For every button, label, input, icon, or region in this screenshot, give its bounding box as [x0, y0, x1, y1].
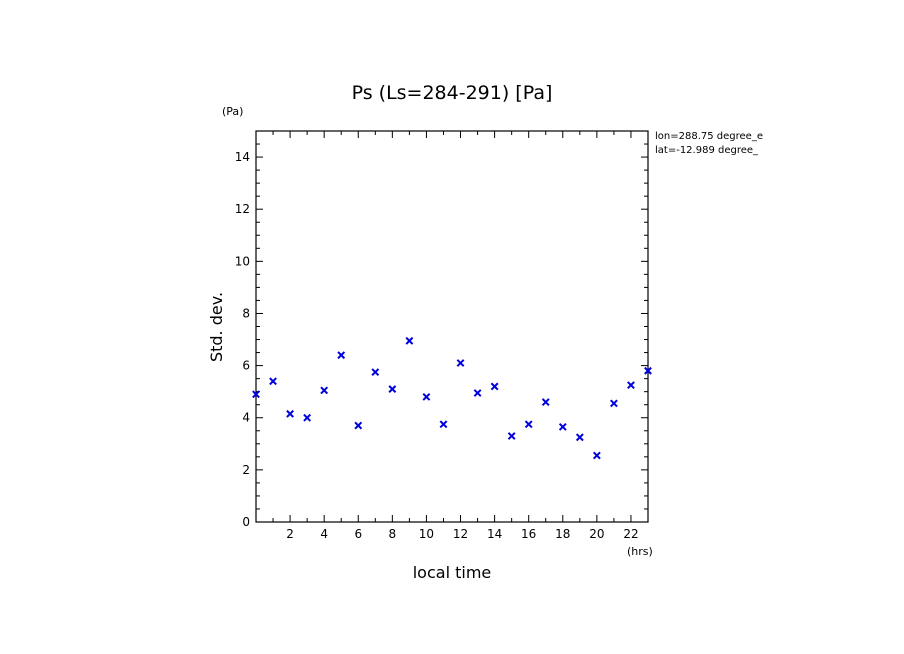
y-tick-label: 8 — [242, 306, 250, 320]
x-tick-label: 16 — [521, 527, 536, 541]
data-point-stroke — [286, 409, 294, 418]
data-points — [252, 336, 652, 460]
y-tick-label: 6 — [242, 359, 250, 373]
data-point — [337, 351, 346, 360]
data-point-stroke — [354, 421, 363, 430]
y-tick-label: 14 — [235, 150, 250, 164]
data-point-stroke — [405, 336, 414, 345]
data-point-stroke — [320, 386, 329, 395]
data-point — [610, 399, 618, 408]
x-unit-label: (hrs) — [627, 545, 653, 558]
tick-labels: 2 4 6 8 10 12 14 16 18 20 22 0 2 4 6 8 10 12 14 — [235, 150, 639, 541]
data-point-stroke — [644, 366, 652, 375]
data-point-stroke — [303, 413, 312, 422]
data-point-stroke — [575, 433, 584, 442]
data-point — [286, 409, 294, 418]
data-point-stroke — [422, 392, 431, 401]
axis-ticks — [256, 131, 648, 522]
data-point — [644, 366, 652, 375]
data-point-stroke — [252, 390, 260, 399]
data-point — [405, 336, 414, 345]
data-point — [371, 368, 380, 377]
data-point-stroke — [558, 422, 567, 431]
data-point — [422, 392, 431, 401]
data-point — [592, 451, 601, 460]
data-point — [473, 389, 482, 397]
x-tick-label: 12 — [453, 527, 468, 541]
y-tick-label: 10 — [235, 254, 250, 268]
chart-title: Ps (Ls=284-291) [Pa] — [352, 82, 553, 104]
data-point-stroke — [541, 398, 550, 407]
data-point — [541, 398, 550, 407]
data-point-stroke — [524, 420, 533, 429]
data-point-stroke — [490, 382, 499, 391]
data-point — [439, 420, 448, 429]
data-point — [524, 420, 533, 429]
data-point — [627, 381, 635, 390]
y-tick-label: 2 — [242, 463, 250, 477]
data-point-stroke — [439, 420, 448, 429]
y-tick-label: 4 — [242, 411, 250, 425]
data-point — [354, 421, 363, 430]
data-point-stroke — [371, 368, 380, 377]
data-point — [388, 385, 397, 393]
x-tick-label: 22 — [623, 527, 638, 541]
data-point-stroke — [473, 389, 482, 397]
data-point — [558, 422, 567, 431]
lon-annotation: lon=288.75 degree_e — [655, 131, 763, 142]
x-tick-label: 4 — [320, 527, 328, 541]
y-unit-label: (Pa) — [222, 105, 243, 118]
x-axis-label: local time — [413, 563, 492, 582]
data-point-stroke — [269, 377, 277, 386]
data-point-stroke — [456, 359, 465, 367]
x-tick-label: 14 — [487, 527, 502, 541]
data-point — [252, 390, 260, 399]
plot-frame — [255, 130, 649, 523]
data-point-stroke — [592, 451, 601, 460]
y-tick-label: 0 — [242, 515, 250, 529]
data-point-stroke — [627, 381, 635, 390]
x-tick-label: 10 — [419, 527, 434, 541]
data-point-stroke — [507, 432, 516, 440]
lat-annotation: lat=-12.989 degree_ — [655, 145, 759, 156]
x-tick-label: 18 — [555, 527, 570, 541]
y-tick-label: 12 — [235, 202, 250, 216]
data-point-stroke — [388, 385, 397, 393]
data-point — [303, 413, 312, 422]
data-point — [320, 386, 329, 395]
x-tick-label: 6 — [354, 527, 362, 541]
data-point — [575, 433, 584, 442]
data-point — [507, 432, 516, 440]
x-tick-label: 20 — [589, 527, 604, 541]
data-point-stroke — [337, 351, 346, 360]
data-point — [269, 377, 277, 386]
x-tick-label: 8 — [389, 527, 397, 541]
data-point — [456, 359, 465, 367]
data-point-stroke — [610, 399, 618, 408]
data-point — [490, 382, 499, 391]
y-axis-label: Std. dev. — [207, 292, 226, 362]
x-tick-label: 2 — [286, 527, 294, 541]
